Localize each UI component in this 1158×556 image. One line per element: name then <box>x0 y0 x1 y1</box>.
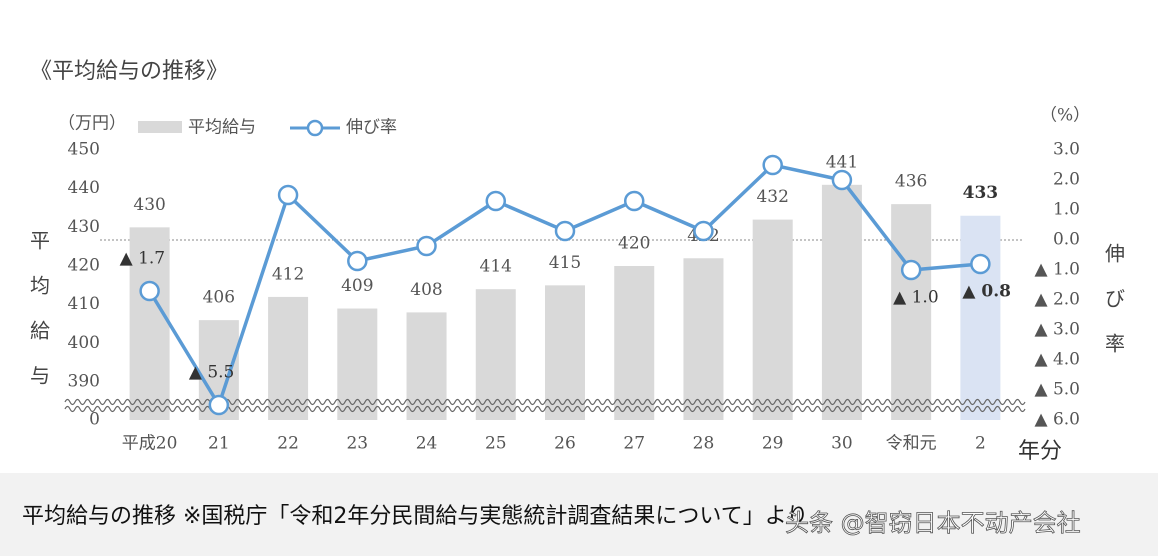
y-tick-label: 450 <box>68 140 100 160</box>
x-tick-label: 24 <box>416 434 438 454</box>
x-tick-label: 令和元 <box>886 434 937 454</box>
line-marker <box>208 394 230 416</box>
bar <box>545 285 585 420</box>
axis-label-char: 伸 <box>1105 242 1125 266</box>
legend-swatch <box>138 121 182 133</box>
legend-label: 平均給与 <box>188 118 256 138</box>
y-tick-label: 410 <box>68 294 100 314</box>
line-marker <box>762 154 783 176</box>
y2-unit: （%） <box>1040 106 1090 126</box>
y-unit: （万円） <box>58 114 126 134</box>
bar <box>337 308 378 420</box>
bar <box>268 296 309 420</box>
line-value-label: ▲ 1.0 <box>893 288 939 308</box>
bar-value-label: 409 <box>341 276 373 296</box>
y-tick-label: 430 <box>68 217 100 237</box>
line-marker <box>139 280 160 302</box>
bar-value-label: 441 <box>826 152 858 172</box>
y2-tick-label: ▲ 2.0 <box>1034 290 1080 310</box>
bar-value-label: 406 <box>203 288 235 308</box>
line-marker <box>554 220 576 242</box>
bar <box>891 204 932 420</box>
y2-tick-label: ▲ 4.0 <box>1034 350 1080 370</box>
x-tick-label: 28 <box>693 434 715 454</box>
x-tick-label: 23 <box>346 434 368 454</box>
bar <box>129 227 170 420</box>
line-marker <box>277 184 299 206</box>
bar <box>475 289 516 420</box>
y-tick-label: 400 <box>68 333 100 353</box>
bar-value-label: 412 <box>272 264 304 284</box>
y2-tick-label: 1.0 <box>1053 200 1080 220</box>
x-tick-label: 26 <box>554 434 576 454</box>
line-marker <box>970 253 991 275</box>
line-marker <box>623 190 645 212</box>
y2-tick-label: 2.0 <box>1053 170 1080 190</box>
y2-tick-label: ▲ 5.0 <box>1034 380 1080 400</box>
y2-tick-label: ▲ 3.0 <box>1034 320 1080 340</box>
x-tick-label: 25 <box>485 434 507 454</box>
y2-tick-label: 3.0 <box>1053 140 1080 160</box>
line-marker <box>485 190 507 212</box>
legend-swatch <box>306 119 324 137</box>
line-marker <box>900 259 922 281</box>
y2-tick-label: ▲ 6.0 <box>1034 410 1080 430</box>
line-value-label: ▲ 5.5 <box>189 363 235 383</box>
line-value-label: ▲ 0.8 <box>962 282 1011 302</box>
bar-value-label: 432 <box>756 187 788 207</box>
y-tick-label: 0 <box>89 410 100 430</box>
bar-value-label: 420 <box>618 234 650 254</box>
axis-label-char: 与 <box>30 364 50 388</box>
axis-label-char: 率 <box>1105 332 1125 356</box>
bar-value-label: 408 <box>410 280 442 300</box>
bar <box>960 215 1001 420</box>
bar <box>614 266 655 420</box>
line-marker <box>693 220 714 242</box>
y2-axis-label: 伸び率 <box>1105 242 1125 356</box>
bar-value-label: 415 <box>549 253 581 273</box>
y-tick-label: 390 <box>68 372 100 392</box>
bar-value-label: 430 <box>133 195 165 215</box>
line-marker <box>416 235 437 257</box>
y-axis-label: 平均給与 <box>30 229 50 388</box>
line-marker <box>347 250 368 272</box>
y2-tick-label: ▲ 1.0 <box>1034 260 1080 280</box>
caption-band <box>0 473 1158 556</box>
watermark: 头条 @智窃日本不动产会社 <box>785 509 1081 537</box>
axis-label-char: 給 <box>30 319 50 343</box>
x-tick-label: 30 <box>831 434 853 454</box>
bar-value-label: 433 <box>963 183 999 203</box>
legend-label: 伸び率 <box>346 118 397 138</box>
x-tick-label: 27 <box>623 434 645 454</box>
x-tick-label: 29 <box>762 434 784 454</box>
line-marker <box>831 169 853 191</box>
x-tick-label: 2 <box>975 434 986 454</box>
caption: 平均給与の推移 ※国税庁「令和2年分民間給与実態統計調査結果について」より <box>22 504 808 529</box>
axis-label-char: び <box>1105 287 1125 311</box>
x-tick-label: 21 <box>208 434 230 454</box>
bar <box>683 258 724 420</box>
x-unit: 年分 <box>1018 439 1062 464</box>
line-value-label: ▲ 1.7 <box>120 249 166 269</box>
bar <box>752 219 793 420</box>
axis-label-char: 平 <box>30 229 50 253</box>
axis-label-char: 均 <box>30 274 50 298</box>
bar-value-label: 436 <box>895 172 927 192</box>
chart-title: 《平均給与の推移》 <box>30 59 228 84</box>
y2-tick-label: 0.0 <box>1053 230 1080 250</box>
y-tick-label: 440 <box>68 178 100 198</box>
y-tick-label: 420 <box>68 256 100 276</box>
bar <box>821 184 862 420</box>
x-tick-label: 22 <box>277 434 299 454</box>
x-tick-label: 平成20 <box>122 434 178 454</box>
bar-value-label: 414 <box>480 257 512 277</box>
